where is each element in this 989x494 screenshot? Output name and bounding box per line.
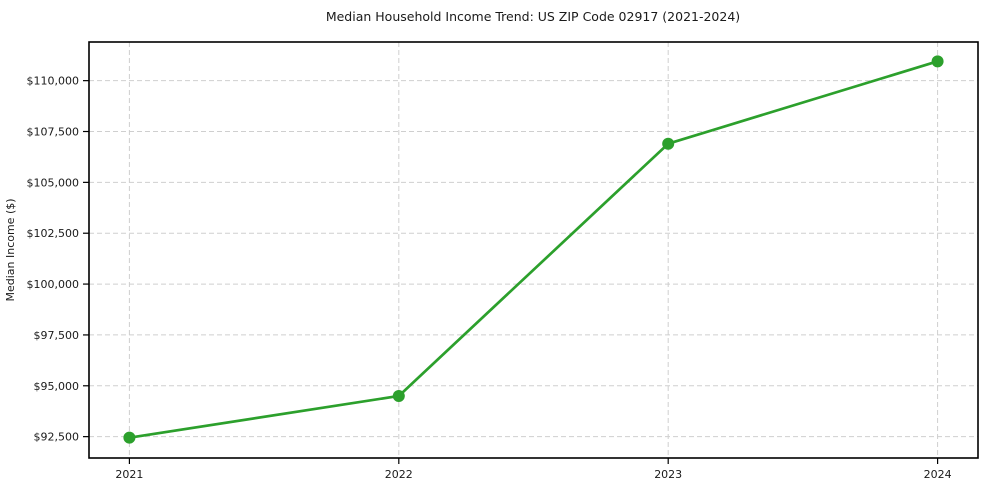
data-point-2022 — [392, 389, 405, 402]
y-tick-label: $92,500 — [34, 431, 80, 444]
data-point-2023 — [662, 137, 675, 150]
y-tick-label: $110,000 — [27, 75, 80, 88]
data-point-2021 — [123, 431, 136, 444]
y-axis-label: Median Income ($) — [4, 198, 17, 301]
y-tick-label: $105,000 — [27, 176, 80, 189]
plot-border — [88, 41, 979, 459]
axis-layer: $92,500 $95,000 $97,500 $100,000 $102,500 $10… — [27, 41, 979, 481]
y-tick-label: $107,500 — [27, 126, 80, 139]
x-tick-label: 2023 — [654, 468, 682, 481]
y-tick-label: $97,500 — [34, 329, 80, 342]
y-tick-label: $102,500 — [27, 227, 80, 240]
y-tick-label: $100,000 — [27, 278, 80, 291]
x-tick-label: 2022 — [385, 468, 413, 481]
grid-layer — [89, 42, 978, 458]
y-tick-label: $95,000 — [34, 380, 80, 393]
chart-title: Median Household Income Trend: US ZIP Co… — [326, 9, 740, 24]
series-layer — [123, 55, 944, 444]
x-tick-label: 2021 — [115, 468, 143, 481]
data-point-2024 — [931, 55, 944, 68]
trend-line — [128, 59, 939, 440]
x-tick-label: 2024 — [924, 468, 952, 481]
